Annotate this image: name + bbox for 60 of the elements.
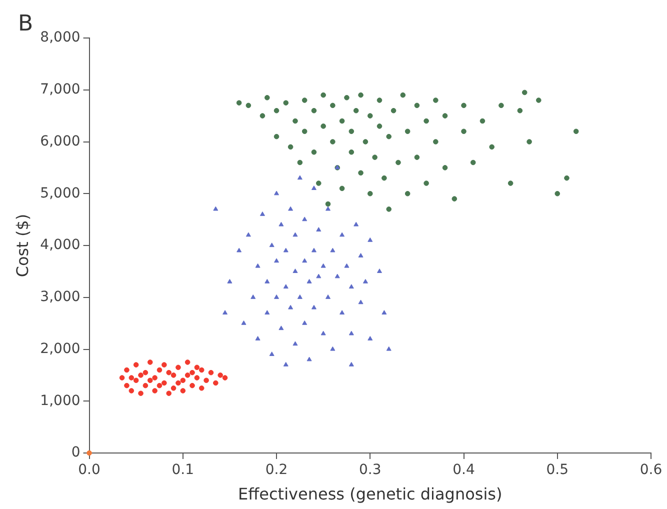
point bbox=[156, 367, 162, 373]
point bbox=[222, 375, 228, 380]
point bbox=[133, 378, 139, 384]
point bbox=[190, 370, 195, 376]
point bbox=[152, 388, 158, 394]
point bbox=[162, 380, 167, 386]
point bbox=[152, 375, 158, 380]
y-tick-label: 4,000 bbox=[40, 237, 80, 254]
x-tick-label: 0.6 bbox=[640, 462, 662, 478]
y-tick-label: 1,000 bbox=[40, 392, 80, 409]
point bbox=[198, 367, 204, 373]
point bbox=[142, 370, 148, 376]
point bbox=[218, 372, 223, 378]
point bbox=[176, 364, 181, 370]
point bbox=[208, 370, 214, 376]
point bbox=[147, 360, 153, 365]
x-axis-title: Effectiveness (genetic diagnosis) bbox=[238, 484, 502, 504]
point bbox=[184, 372, 190, 378]
point bbox=[204, 378, 209, 384]
point bbox=[184, 360, 190, 365]
point bbox=[213, 380, 218, 386]
point bbox=[194, 364, 200, 370]
text: B bbox=[18, 12, 34, 37]
y-tick-label: 0 bbox=[71, 444, 80, 461]
y-tick-label: 6,000 bbox=[40, 133, 80, 150]
point bbox=[170, 372, 176, 378]
point bbox=[128, 375, 134, 380]
point bbox=[124, 367, 130, 373]
y-tick-label: 7,000 bbox=[40, 82, 80, 98]
point bbox=[147, 378, 153, 384]
y-tick-label: 5,000 bbox=[40, 185, 80, 202]
x-tick-label: 0.3 bbox=[359, 462, 382, 478]
point bbox=[124, 382, 130, 388]
point bbox=[170, 386, 176, 391]
point bbox=[156, 382, 162, 388]
point bbox=[194, 375, 200, 380]
point bbox=[138, 390, 144, 396]
x-tick-label: 0.0 bbox=[78, 462, 100, 478]
point bbox=[162, 362, 167, 368]
point bbox=[138, 372, 144, 378]
point bbox=[166, 370, 172, 376]
y-axis-title: Cost ($) bbox=[12, 214, 32, 278]
point bbox=[180, 388, 186, 394]
x-tick-label: 0.4 bbox=[452, 462, 475, 478]
point bbox=[128, 388, 134, 394]
point bbox=[190, 382, 195, 388]
y-tick-label: 2,000 bbox=[40, 340, 80, 357]
point bbox=[198, 386, 204, 391]
y-tick-label: 3,000 bbox=[40, 289, 80, 306]
point bbox=[133, 362, 139, 368]
point bbox=[119, 375, 125, 380]
point bbox=[166, 390, 172, 396]
point bbox=[180, 378, 186, 384]
point bbox=[176, 380, 181, 386]
point bbox=[86, 450, 92, 456]
x-tick-label: 0.1 bbox=[172, 462, 194, 478]
x-tick-label: 0.5 bbox=[546, 462, 569, 478]
x-tick-label: 0.2 bbox=[265, 462, 288, 478]
point bbox=[142, 382, 148, 388]
y-tick-label: 8,000 bbox=[40, 30, 80, 46]
